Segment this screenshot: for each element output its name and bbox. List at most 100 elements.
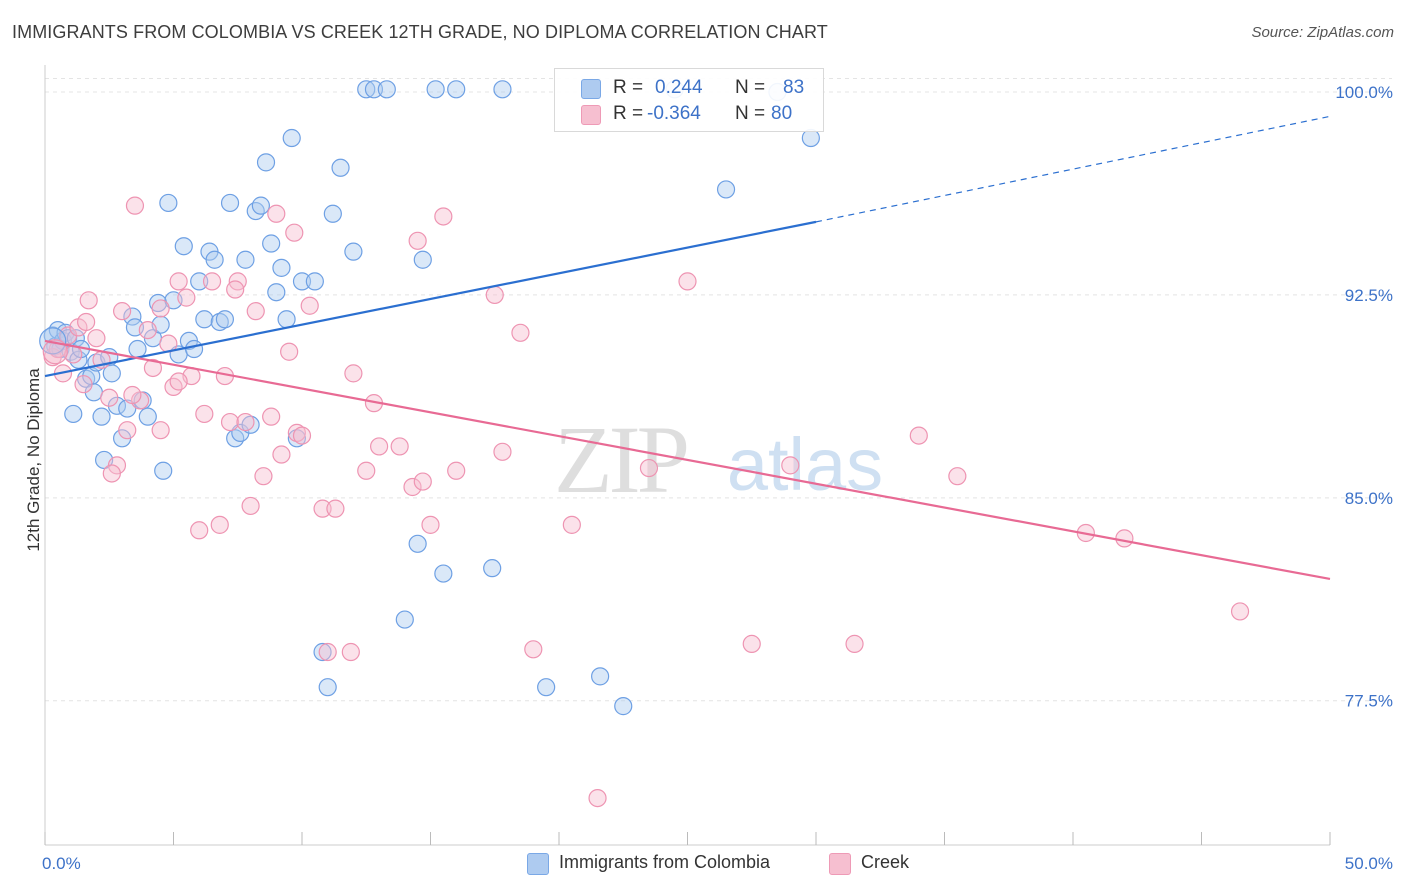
creek-point <box>280 342 299 361</box>
colombia-point <box>434 564 453 583</box>
colombia-point <box>195 310 214 329</box>
creek-point <box>524 640 543 659</box>
r-value: 0.244 <box>655 77 703 98</box>
colombia-point <box>190 272 209 291</box>
colombia-point <box>205 250 224 269</box>
creek-point <box>123 385 142 405</box>
creek-point <box>210 515 229 534</box>
chart-title: IMMIGRANTS FROM COLOMBIA VS CREEK 12TH G… <box>12 22 828 42</box>
creek-point <box>909 426 928 445</box>
r-value: -0.364 <box>647 103 701 124</box>
colombia-point <box>716 180 736 199</box>
watermark-atlas: atlas <box>727 423 883 506</box>
creek-point <box>434 207 453 226</box>
creek-point <box>241 496 260 516</box>
creek-point <box>511 323 530 342</box>
colombia-point <box>287 429 306 448</box>
y-tick-label: 92.5% <box>1345 286 1393 305</box>
trend-layer <box>44 115 1331 581</box>
colombia-point <box>591 667 610 686</box>
colombia-legend-swatch <box>527 853 549 875</box>
creek-point <box>177 288 196 307</box>
y-axis-label: 12th Grade, No Diploma <box>24 368 43 552</box>
colombia-point <box>174 237 193 256</box>
creek-point <box>390 437 409 456</box>
creek-point <box>79 291 98 310</box>
creek-point <box>408 231 427 250</box>
creek-point <box>1115 529 1134 548</box>
colombia-point <box>159 193 178 213</box>
colombia-point <box>210 312 229 332</box>
colombia-point <box>493 80 512 99</box>
creek-point <box>138 320 157 340</box>
colombia-point <box>323 204 342 223</box>
creek-point <box>948 467 967 486</box>
colombia-point <box>537 678 556 697</box>
creek-point <box>639 458 659 478</box>
creek-point <box>493 442 512 461</box>
colombia-point <box>138 407 157 426</box>
creek-point <box>202 272 222 291</box>
creek-point <box>447 461 466 480</box>
creek-point <box>300 296 319 315</box>
colombia-point <box>128 339 147 359</box>
creek-point <box>845 634 864 654</box>
creek-point <box>74 375 93 394</box>
creek-point <box>118 421 137 440</box>
creek-point <box>254 467 273 486</box>
colombia-point <box>246 201 265 221</box>
x-tick-label-min: 0.0% <box>42 854 81 873</box>
creek-point <box>313 499 332 518</box>
tick-labels: 77.5% 85.0% 92.5% 100.0% 0.0% 50.0% <box>42 83 1393 873</box>
colombia-point <box>364 80 384 99</box>
r-label: R = <box>613 77 644 98</box>
creek-point <box>678 272 697 291</box>
creek-point <box>169 372 188 391</box>
grid-layer <box>45 78 1392 702</box>
creek-point <box>226 280 245 299</box>
colombia-point <box>801 128 820 148</box>
colombia-point <box>483 559 502 578</box>
colombia-point <box>272 258 291 277</box>
creek-point <box>236 412 255 432</box>
colombia-point <box>447 80 466 99</box>
colombia-point <box>413 250 432 269</box>
creek-point <box>562 515 581 534</box>
creek-point <box>344 364 363 383</box>
source-label: Source: ZipAtlas.com <box>1251 24 1394 41</box>
creek-point <box>318 642 337 662</box>
creek-point <box>588 788 607 808</box>
creek-point <box>421 515 440 534</box>
n-value: 80 <box>771 103 793 124</box>
colombia-trend-extension <box>815 115 1331 223</box>
creek-point <box>151 421 170 440</box>
creek-point <box>413 472 432 491</box>
colombia-point <box>318 678 337 697</box>
colombia-point <box>92 407 111 426</box>
creek-point <box>292 426 312 445</box>
creek-swatch <box>581 105 601 125</box>
colombia-point <box>395 610 414 629</box>
colombia-point <box>408 534 427 553</box>
legend-label-creek: Creek <box>861 852 910 872</box>
creek-point <box>403 477 422 497</box>
x-tick-label-max: 50.0% <box>1345 854 1393 873</box>
colombia-point <box>226 429 245 448</box>
stats-legend-row-colombia: R = 0.244 N = 83 <box>555 75 823 101</box>
colombia-point <box>118 399 137 418</box>
colombia-point <box>277 310 296 329</box>
r-label: R = <box>613 103 644 124</box>
creek-point <box>220 412 240 432</box>
colombia-point <box>344 242 363 261</box>
watermark: ZIP atlas <box>554 406 883 513</box>
creek-point <box>285 223 304 242</box>
creek-point <box>112 302 132 321</box>
colombia-trend-line <box>44 220 817 378</box>
colombia-point <box>215 310 234 329</box>
y-tick-label: 77.5% <box>1345 692 1393 711</box>
creek-point <box>246 302 265 321</box>
watermark-zip: ZIP <box>554 406 687 513</box>
creek-point <box>341 642 360 662</box>
creek-point <box>272 445 291 464</box>
creek-point <box>742 634 761 654</box>
